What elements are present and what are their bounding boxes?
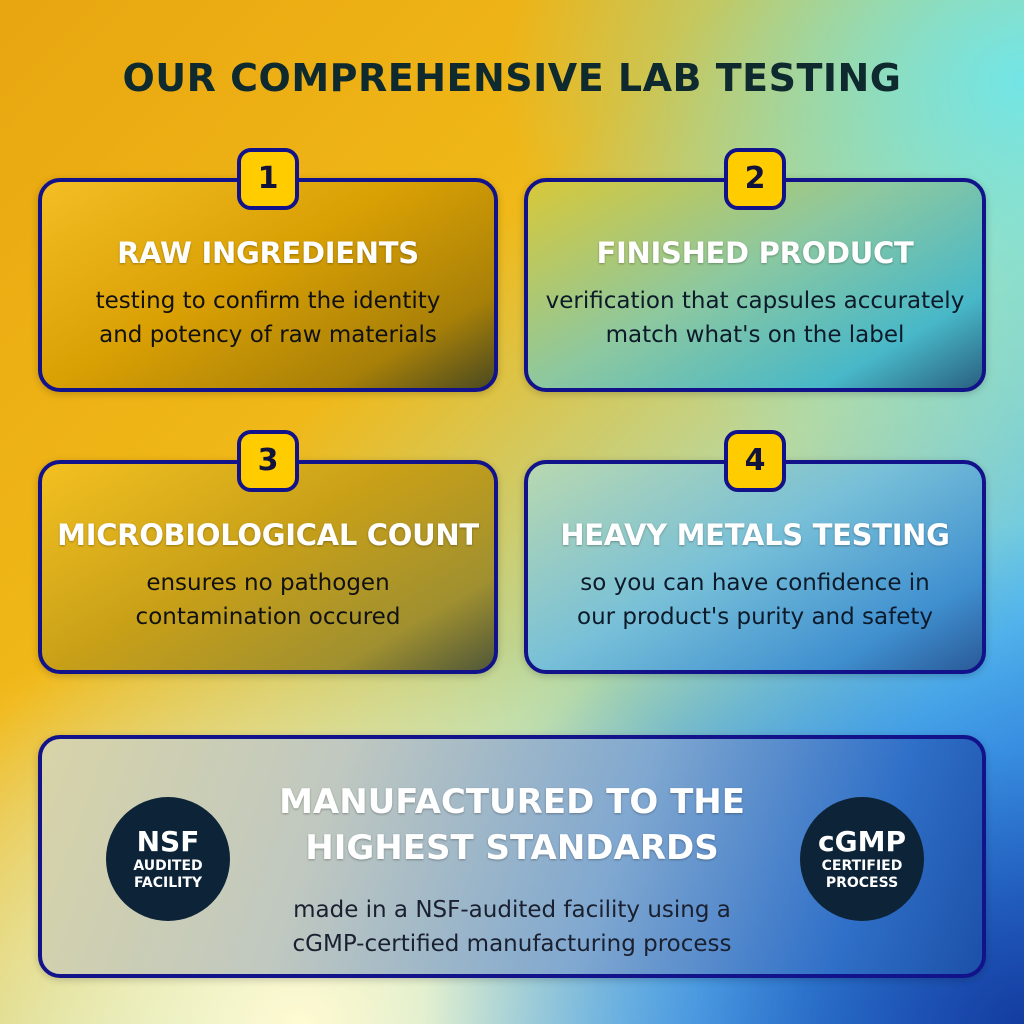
card-description: testing to confirm the identity and poten… <box>42 284 494 352</box>
standards-heading: MANUFACTURED TO THE HIGHEST STANDARDS <box>42 779 982 871</box>
description-line: contamination occured <box>135 604 401 630</box>
seal-sub: CERTIFIED <box>821 858 903 874</box>
card-heading: RAW INGREDIENTS <box>117 236 419 270</box>
description-line: cGMP-certified manufacturing process <box>292 931 732 957</box>
heading-line: MANUFACTURED TO THE <box>279 782 745 822</box>
number-badge: 2 <box>724 148 786 210</box>
card-heavy-metals: 4 HEAVY METALS TESTING so you can have c… <box>524 430 986 674</box>
number-badge: 4 <box>724 430 786 492</box>
card-heading: HEAVY METALS TESTING <box>560 518 950 552</box>
standards-description: made in a NSF-audited facility using a cG… <box>42 893 982 961</box>
description-line: and potency of raw materials <box>99 322 437 348</box>
seal-sub: FACILITY <box>133 875 203 891</box>
seal-sub: PROCESS <box>825 875 899 891</box>
number-badge: 3 <box>237 430 299 492</box>
description-line: so you can have confidence in <box>580 570 930 596</box>
card-description: verification that capsules accurately mat… <box>528 284 982 352</box>
standards-card: NSF AUDITED FACILITY MANUFACTURED TO THE… <box>38 735 986 978</box>
card-microbiological-count: 3 MICROBIOLOGICAL COUNT ensures no patho… <box>38 430 498 674</box>
card-description: ensures no pathogen contamination occured <box>42 566 494 634</box>
card-finished-product: 2 FINISHED PRODUCT verification that cap… <box>524 148 986 392</box>
description-line: verification that capsules accurately <box>545 288 965 314</box>
description-line: made in a NSF-audited facility using a <box>293 897 731 923</box>
seal-main: NSF <box>136 825 200 858</box>
nsf-seal: NSF AUDITED FACILITY <box>106 797 230 921</box>
seal-sub: AUDITED <box>133 858 203 874</box>
card-heading: FINISHED PRODUCT <box>596 236 914 270</box>
page-title: OUR COMPREHENSIVE LAB TESTING <box>122 56 902 100</box>
seal-main: cGMP <box>818 825 906 858</box>
cgmp-seal: cGMP CERTIFIED PROCESS <box>800 797 924 921</box>
description-line: our product's purity and safety <box>577 604 933 630</box>
description-line: match what's on the label <box>605 322 905 348</box>
card-description: so you can have confidence in our product… <box>528 566 982 634</box>
description-line: ensures no pathogen <box>146 570 390 596</box>
description-line: testing to confirm the identity <box>95 288 441 314</box>
card-raw-ingredients: 1 RAW INGREDIENTS testing to confirm the… <box>38 148 498 392</box>
number-badge: 1 <box>237 148 299 210</box>
heading-line: HIGHEST STANDARDS <box>305 828 719 868</box>
card-heading: MICROBIOLOGICAL COUNT <box>57 518 479 552</box>
